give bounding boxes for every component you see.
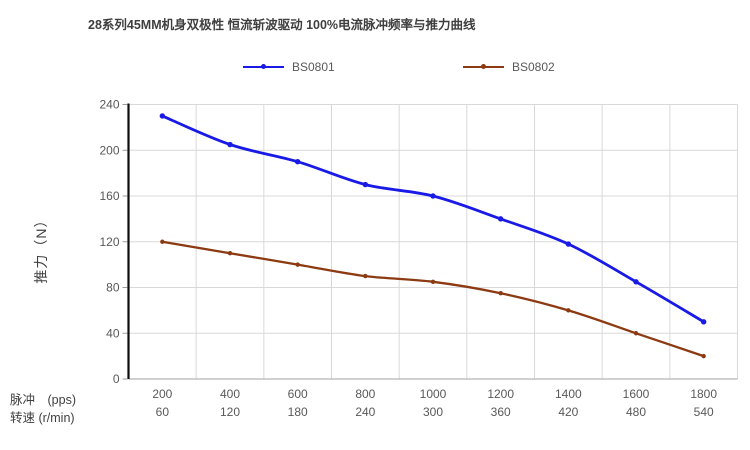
- data-point-BS0802-200: [160, 239, 165, 244]
- data-point-BS0802-600: [295, 262, 300, 267]
- y-tick-label: 200: [99, 143, 119, 157]
- y-axis-title: 推力（N）: [33, 212, 49, 284]
- x-tick-label-rpm: 120: [220, 405, 240, 419]
- legend-line-marker-icon: [463, 64, 504, 70]
- data-point-BS0802-1600: [633, 331, 639, 336]
- data-point-BS0801-1200: [497, 216, 504, 222]
- x-tick-label-pps: 200: [152, 387, 172, 401]
- x-tick-label-pps: 1000: [420, 387, 447, 401]
- x-tick-label-pps: 1600: [623, 387, 650, 401]
- x-tick-label-pps: 1200: [487, 387, 514, 401]
- data-point-BS0801-800: [362, 181, 369, 188]
- data-point-BS0802-1400: [566, 308, 571, 313]
- data-point-BS0801-1800: [700, 319, 707, 325]
- x-tick-label-pps: 1400: [555, 387, 582, 401]
- y-tick-label: 40: [106, 326, 120, 340]
- legend-line-marker-icon: [243, 64, 284, 70]
- x-tick-label-pps: 1800: [690, 387, 717, 401]
- x-tick-label-pps: 400: [220, 387, 240, 401]
- data-point-BS0801-200: [159, 113, 166, 119]
- legend-item-BS0802: BS0802: [463, 59, 555, 75]
- x-axis-label-pps: 脉冲 (pps): [10, 393, 76, 407]
- x-axis-label-rpm: 转速 (r/min): [10, 411, 75, 425]
- x-tick-label-rpm: 360: [491, 405, 511, 419]
- y-tick-label: 0: [113, 372, 120, 386]
- y-tick-label: 240: [99, 98, 119, 112]
- chart-title: 28系列45MM机身双极性 恒流斩波驱动 100%电流脉冲频率与推力曲线: [88, 18, 476, 32]
- legend-label: BS0801: [292, 60, 335, 74]
- data-point-BS0801-600: [294, 158, 301, 165]
- x-tick-label-pps: 600: [288, 387, 308, 401]
- data-point-BS0802-1200: [498, 291, 503, 296]
- data-point-BS0801-1600: [633, 279, 639, 285]
- y-tick-label: 120: [99, 235, 119, 249]
- y-tick-label: 160: [99, 189, 119, 203]
- data-point-BS0801-1400: [565, 241, 572, 247]
- series-line-BS0801: [160, 114, 706, 324]
- data-point-BS0801-400: [227, 141, 233, 148]
- x-tick-label-rpm: 180: [288, 405, 308, 419]
- x-tick-label-rpm: 420: [558, 405, 578, 419]
- legend: BS0801 BS0802: [0, 59, 750, 77]
- x-tick-label-pps: 800: [355, 387, 375, 401]
- x-tick-label-rpm: 480: [626, 405, 646, 419]
- x-tick-label-rpm: 240: [355, 405, 375, 419]
- x-tick-label-rpm: 540: [694, 405, 714, 419]
- series-line-BS0802: [161, 240, 705, 358]
- data-point-BS0802-1000: [430, 279, 436, 284]
- y-tick-label: 80: [106, 281, 120, 295]
- data-point-BS0802-1800: [701, 353, 706, 359]
- legend-item-BS0801: BS0801: [243, 59, 335, 75]
- data-point-BS0802-800: [363, 273, 368, 279]
- legend-label: BS0802: [512, 60, 555, 74]
- data-point-BS0801-1000: [430, 193, 436, 199]
- x-tick-label-rpm: 60: [156, 405, 170, 419]
- data-point-BS0802-400: [227, 250, 233, 256]
- x-tick-label-rpm: 300: [423, 405, 443, 419]
